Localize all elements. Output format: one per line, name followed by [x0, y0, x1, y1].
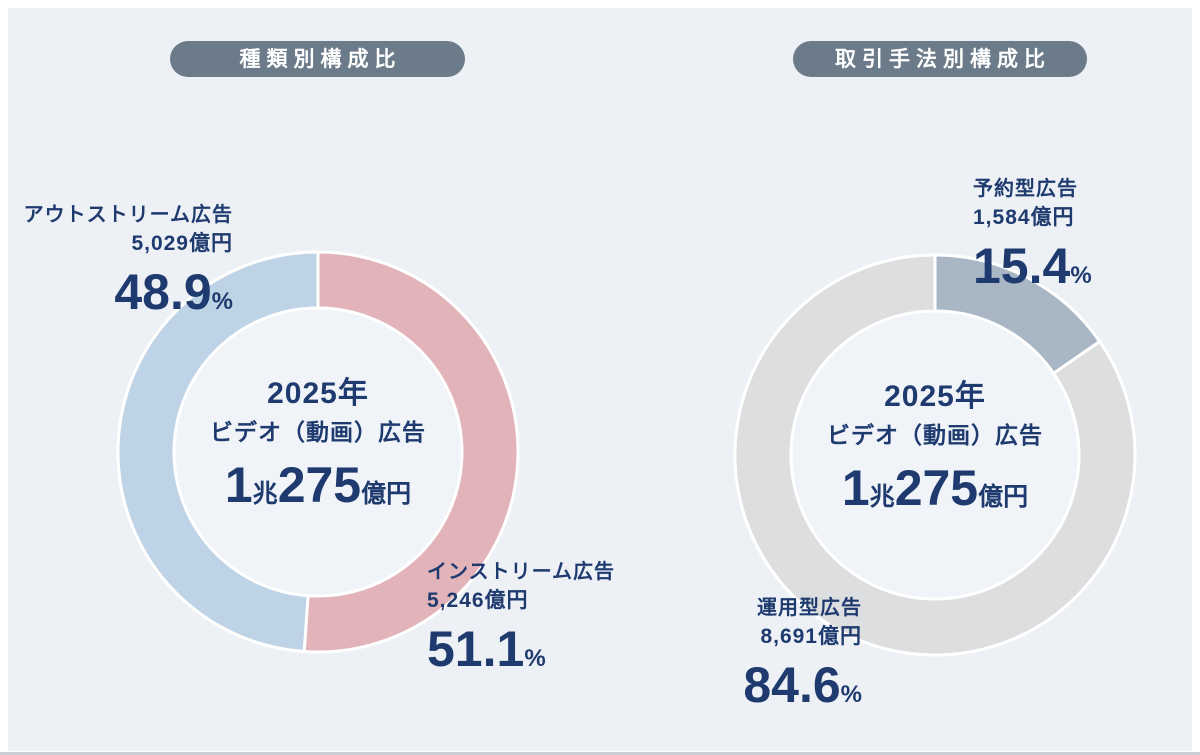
bottom-divider-line: [0, 752, 1200, 755]
segment-label-outstream: アウトストリーム広告 5,029億円 48.9%: [10, 202, 233, 331]
percent-value: 48.9: [114, 264, 212, 320]
donut-hole: [174, 308, 462, 596]
chart-title: 取引手法別構成比: [835, 47, 1051, 71]
percent-sign: %: [1070, 262, 1092, 289]
segment-percent: 51.1%: [427, 623, 615, 688]
donut-segment: [733, 253, 1137, 657]
percent-value: 51.1: [427, 621, 525, 677]
percent-sign: %: [211, 288, 233, 315]
donut-chart-by-type: [116, 250, 520, 654]
donut-segment: [302, 250, 520, 654]
segment-amount: 1,584億円: [973, 206, 1075, 229]
segment-name: インストリーム広告: [427, 561, 615, 583]
segment-name: 運用型広告: [757, 597, 862, 619]
segment-percent: 15.4%: [973, 240, 1092, 305]
segment-amount: 5,029億円: [131, 232, 233, 255]
donut-segment: [116, 250, 320, 654]
segment-label-instream: インストリーム広告 5,246億円 51.1%: [427, 559, 615, 688]
chart-title-badge: 取引手法別構成比: [793, 41, 1087, 77]
segment-percent: 84.6%: [560, 659, 862, 724]
segment-amount: 5,246億円: [427, 589, 529, 612]
donut-hole: [791, 311, 1079, 599]
segment-label-programmatic-ads: 運用型広告 8,691億円 84.6%: [560, 595, 862, 724]
segment-percent: 48.9%: [10, 266, 233, 331]
percent-value: 84.6: [743, 657, 841, 713]
segment-label-reserved-ads: 予約型広告 1,584億円 15.4%: [973, 176, 1092, 305]
chart-title-badge: 種類別構成比: [170, 41, 465, 77]
segment-name: 予約型広告: [973, 178, 1078, 200]
donut-chart-by-transaction-method: [733, 253, 1137, 657]
percent-value: 15.4: [973, 238, 1071, 294]
segment-amount: 8,691億円: [760, 625, 862, 648]
chart-title: 種類別構成比: [239, 47, 402, 71]
segment-name: アウトストリーム広告: [23, 204, 233, 226]
percent-sign: %: [840, 681, 862, 708]
percent-sign: %: [524, 645, 546, 672]
